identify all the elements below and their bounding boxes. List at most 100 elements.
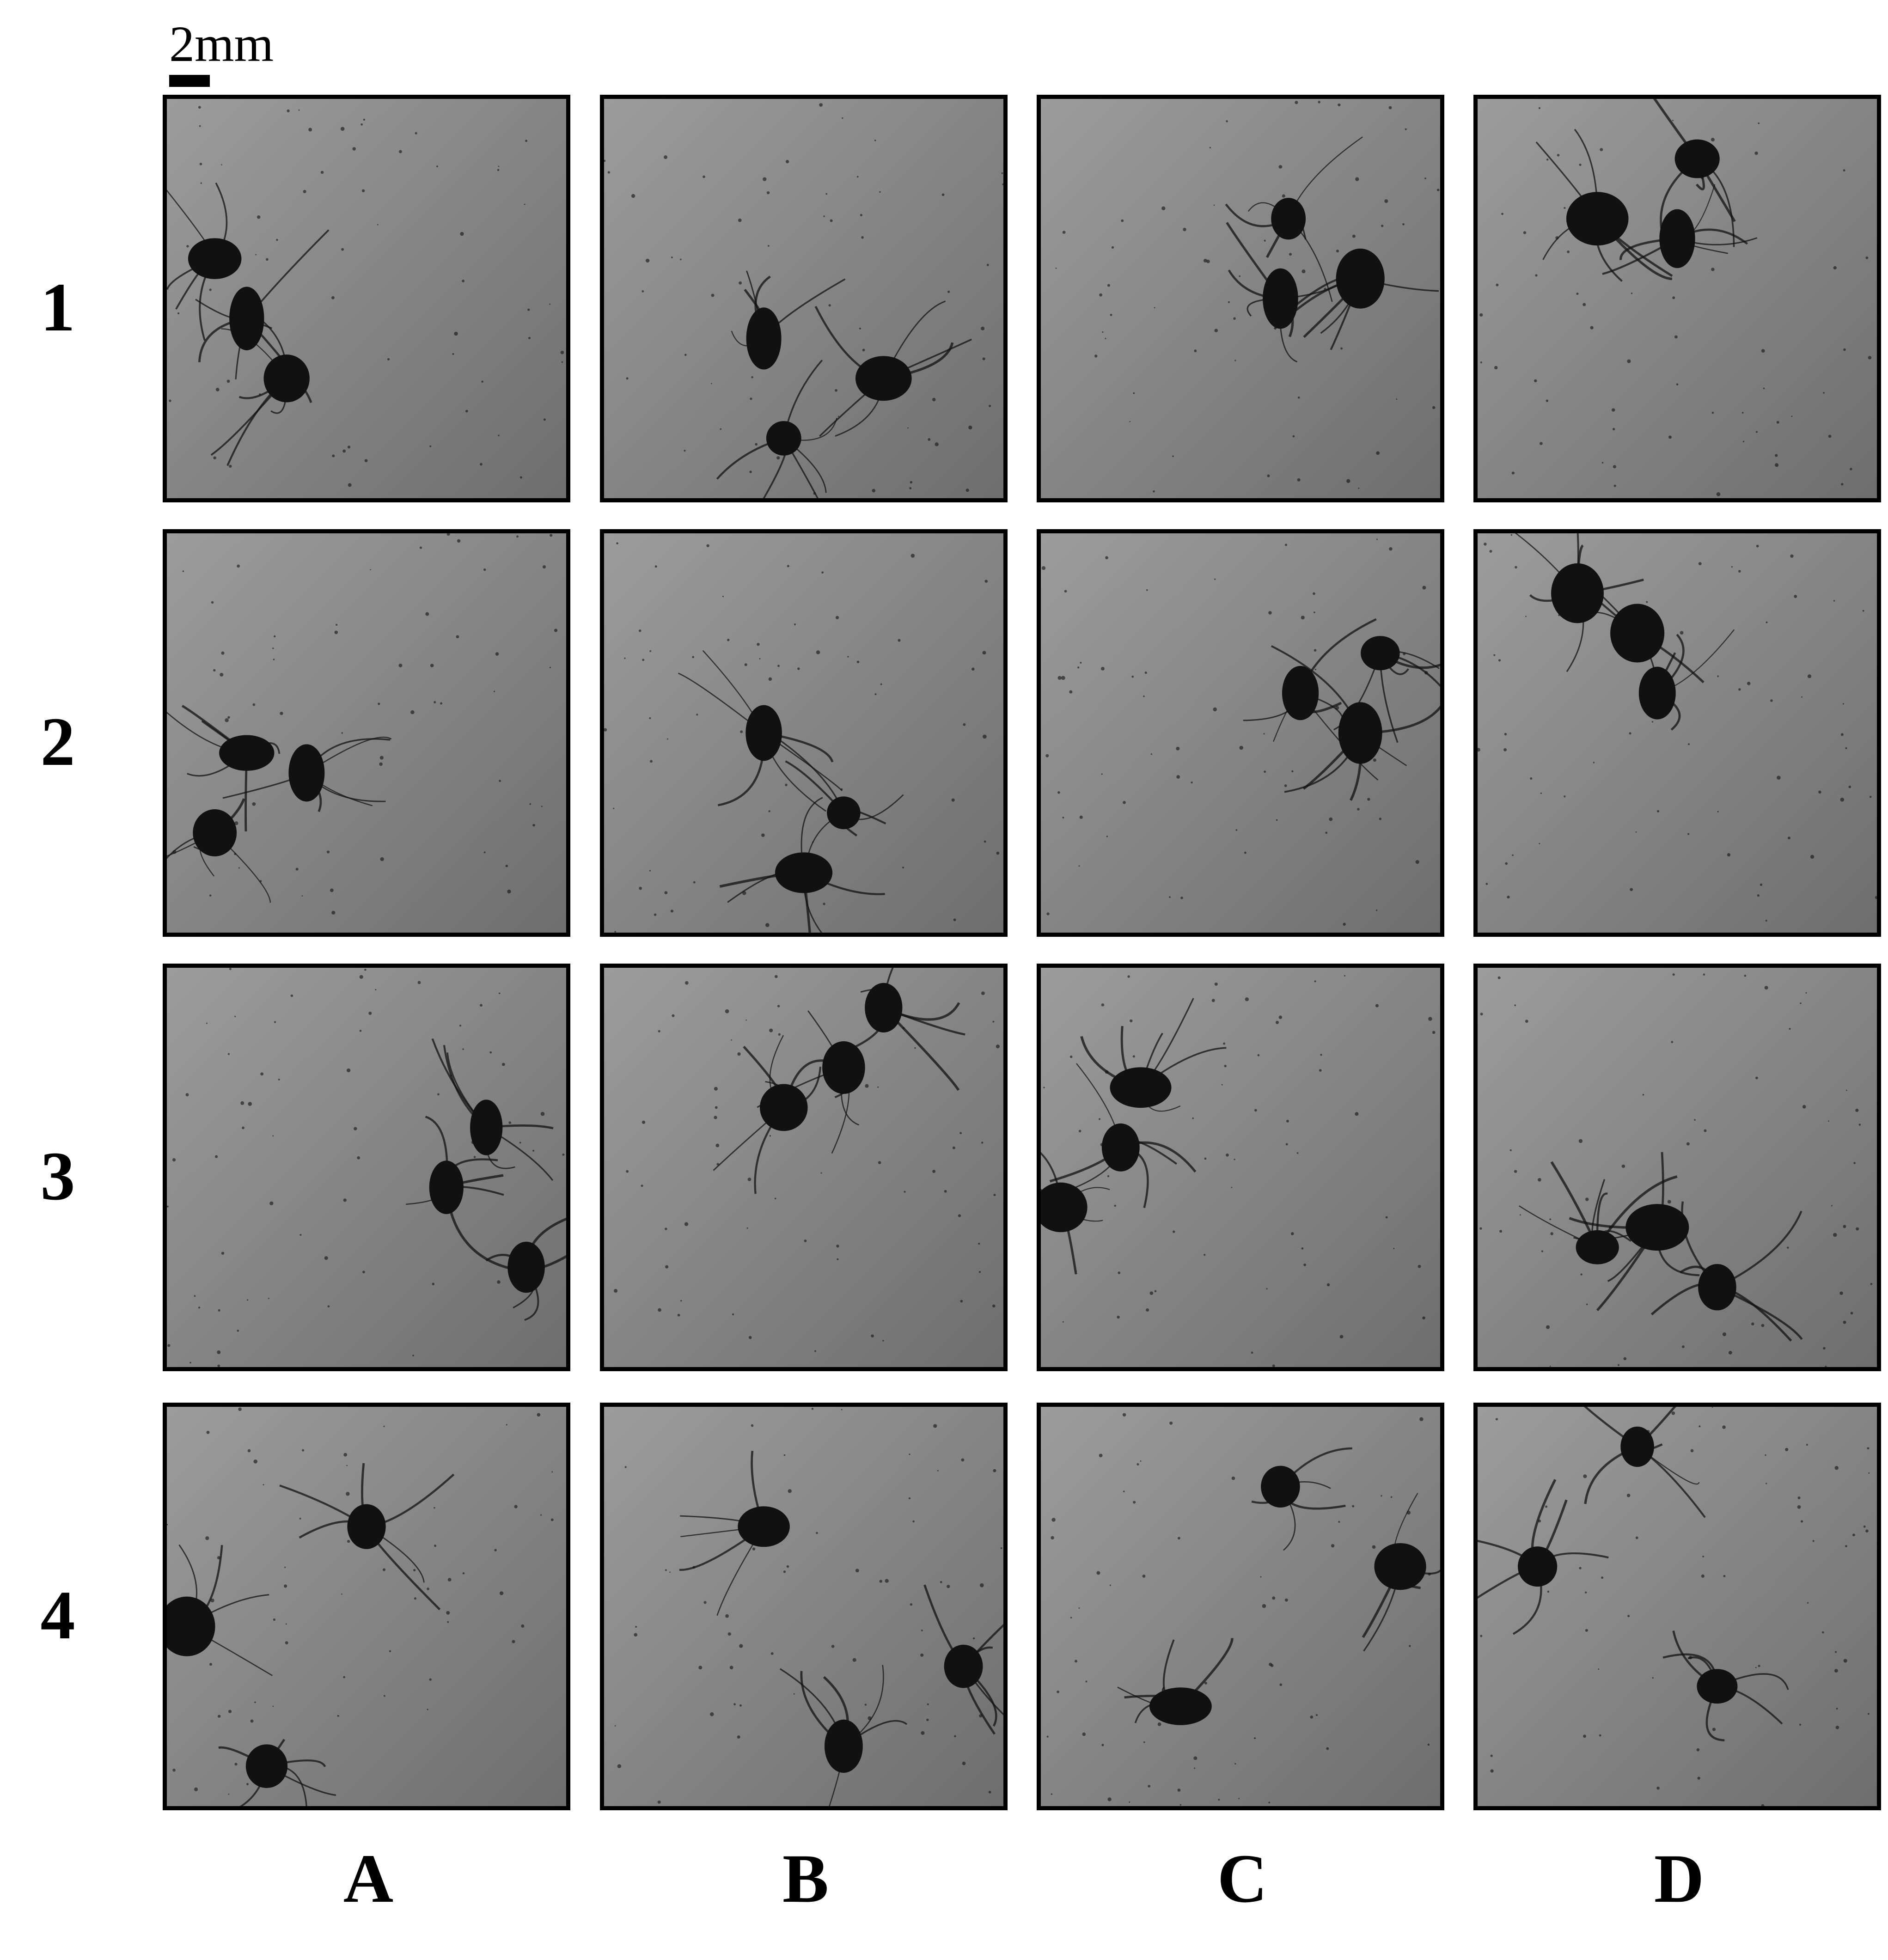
colony-blob	[1261, 1465, 1300, 1508]
debris-speck	[252, 802, 256, 806]
debris-speck	[450, 1075, 452, 1076]
debris-speck	[765, 923, 770, 927]
micrograph-image	[1478, 99, 1877, 498]
debris-speck	[1585, 1197, 1589, 1201]
debris-speck	[1272, 1596, 1276, 1600]
debris-speck	[434, 1545, 437, 1547]
colony-blob	[188, 238, 242, 279]
debris-speck	[1149, 1291, 1154, 1295]
debris-speck	[213, 456, 216, 460]
debris-speck	[993, 1469, 996, 1472]
debris-speck	[1132, 1055, 1135, 1058]
debris-speck	[1107, 1797, 1112, 1801]
debris-speck	[550, 1518, 554, 1521]
debris-speck	[1818, 790, 1821, 794]
debris-speck	[1629, 732, 1631, 735]
colony-blob	[507, 1241, 545, 1293]
debris-speck	[1142, 1574, 1146, 1578]
debris-speck	[813, 492, 816, 495]
debris-speck	[1292, 282, 1295, 285]
debris-speck	[1688, 1655, 1692, 1660]
debris-speck	[1717, 675, 1719, 678]
debris-speck	[1765, 920, 1767, 922]
debris-speck	[1558, 614, 1560, 617]
debris-speck	[1213, 707, 1217, 712]
debris-speck	[1379, 818, 1382, 820]
debris-speck	[613, 1288, 618, 1293]
colony-blob	[288, 744, 325, 802]
debris-speck	[172, 1158, 176, 1162]
debris-speck	[1192, 1117, 1194, 1119]
debris-speck	[1239, 275, 1241, 277]
debris-speck	[1823, 1347, 1826, 1350]
debris-speck	[1504, 733, 1507, 736]
debris-speck	[797, 667, 800, 670]
debris-speck	[1617, 1364, 1620, 1366]
debris-speck	[1204, 1254, 1206, 1256]
debris-speck	[1807, 1602, 1809, 1604]
debris-speck	[823, 903, 825, 905]
debris-speck	[1436, 189, 1440, 191]
debris-speck	[902, 867, 904, 869]
debris-speck	[1335, 706, 1339, 710]
debris-speck	[1546, 159, 1549, 161]
debris-speck	[254, 1701, 256, 1704]
debris-speck	[1869, 795, 1872, 798]
debris-speck	[727, 639, 730, 641]
debris-speck	[1153, 490, 1155, 493]
debris-speck	[273, 659, 275, 660]
debris-speck	[1101, 1744, 1104, 1746]
debris-speck	[498, 165, 500, 167]
debris-speck	[1001, 172, 1003, 174]
debris-speck	[947, 290, 950, 293]
debris-speck	[1514, 1170, 1517, 1173]
debris-speck	[1041, 566, 1046, 570]
debris-speck	[1121, 219, 1124, 222]
debris-speck	[519, 1142, 521, 1144]
debris-speck	[1000, 1547, 1002, 1549]
debris-speck	[1672, 973, 1675, 976]
debris-speck	[715, 1143, 720, 1148]
debris-speck	[540, 1111, 545, 1116]
debris-speck	[1432, 406, 1436, 409]
debris-speck	[1157, 1722, 1161, 1726]
debris-speck	[1415, 860, 1419, 864]
debris-speck	[878, 1161, 881, 1164]
debris-speck	[1310, 1716, 1314, 1719]
debris-speck	[302, 1449, 305, 1452]
debris-speck	[1231, 1476, 1235, 1480]
debris-speck	[1238, 1798, 1240, 1799]
debris-speck	[413, 1569, 416, 1572]
debris-speck	[1510, 534, 1513, 536]
debris-speck	[879, 1580, 882, 1583]
debris-speck	[1123, 800, 1126, 804]
colony-blob	[746, 307, 782, 370]
debris-speck	[837, 415, 839, 417]
debris-speck	[234, 1763, 238, 1766]
debris-speck	[908, 1497, 911, 1500]
debris-speck	[988, 1790, 991, 1794]
debris-speck	[1276, 819, 1278, 821]
debris-speck	[1130, 1019, 1133, 1023]
debris-speck	[1402, 223, 1405, 226]
debris-speck	[715, 1106, 718, 1109]
debris-speck	[755, 443, 758, 446]
debris-speck	[1062, 231, 1066, 234]
debris-speck	[1324, 287, 1326, 291]
debris-speck	[961, 1458, 965, 1462]
debris-speck	[1122, 1413, 1126, 1417]
debris-speck	[1389, 547, 1393, 551]
debris-speck	[1797, 1505, 1801, 1509]
debris-speck	[920, 1653, 924, 1657]
debris-speck	[172, 850, 177, 854]
debris-speck	[1078, 865, 1080, 867]
debris-speck	[210, 1598, 214, 1603]
debris-speck	[1043, 1087, 1045, 1088]
debris-speck	[1384, 199, 1388, 203]
debris-speck	[1357, 808, 1360, 811]
debris-speck	[1101, 773, 1103, 775]
debris-speck	[206, 1430, 210, 1434]
debris-speck	[1845, 1545, 1847, 1547]
debris-speck	[774, 1197, 776, 1200]
debris-speck	[1172, 455, 1174, 458]
